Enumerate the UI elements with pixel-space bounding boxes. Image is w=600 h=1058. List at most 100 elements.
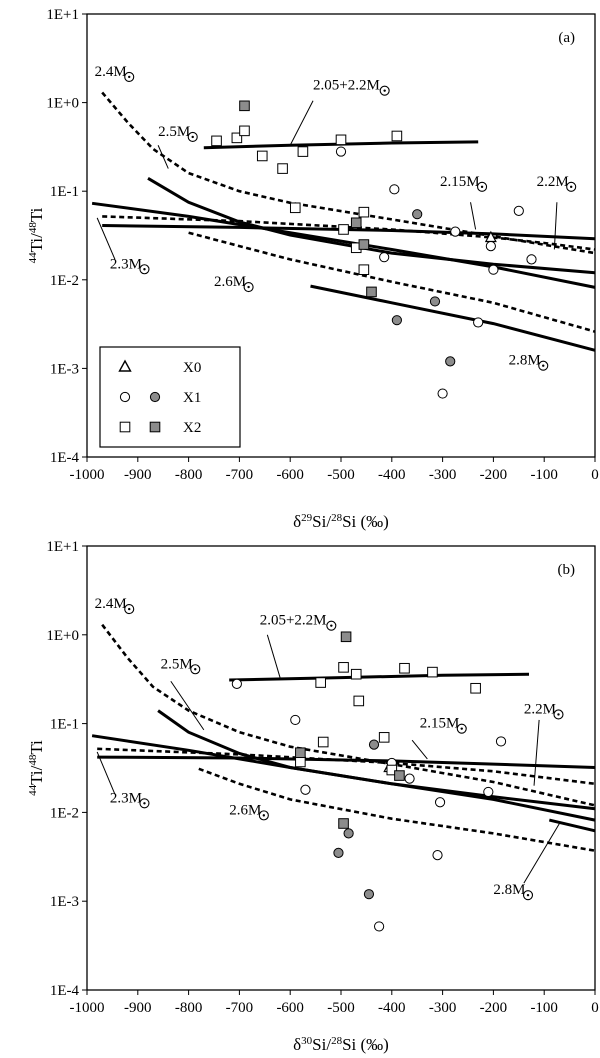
data-point-x1	[389, 184, 400, 195]
data-point-x2	[358, 264, 370, 276]
solar-mass-icon-dot	[128, 75, 131, 79]
data-point-x2	[338, 818, 349, 829]
data-point-x1	[483, 786, 494, 798]
solar-mass-icon-dot	[480, 185, 484, 189]
legend-marker-x2-open	[119, 421, 131, 433]
y-tick-label: 1E+0	[46, 96, 79, 112]
model-curve-2-6m	[198, 767, 596, 852]
x-tick-label: -100	[530, 1000, 558, 1016]
data-point-x2	[358, 206, 370, 218]
y-tick-label: 1E-3	[50, 361, 79, 377]
data-point-x1	[363, 889, 375, 900]
curve-label: 2.6M	[214, 274, 246, 290]
model-curve-2-3m	[91, 734, 596, 822]
leader-line	[470, 202, 477, 230]
data-point-x1	[343, 828, 354, 839]
data-point-x1	[429, 296, 441, 307]
data-point-x2	[378, 732, 390, 743]
data-point-x2	[231, 132, 243, 144]
curve-label: 2.3M	[110, 790, 142, 806]
solar-mass-icon-dot	[262, 814, 266, 817]
data-point-x2	[358, 239, 370, 250]
y-tick-label: 1E-1	[50, 717, 79, 733]
data-point-x2	[338, 224, 349, 235]
solar-mass-icon-dot	[143, 802, 146, 805]
x-tick-label: -300	[429, 467, 457, 483]
data-point-x1	[300, 784, 311, 795]
x-tick-label: -900	[124, 467, 152, 483]
leader-line	[289, 100, 314, 146]
data-point-x1	[495, 736, 507, 747]
x-tick-label: -700	[226, 467, 254, 483]
data-point-x1	[513, 205, 524, 216]
curve-label: 2.4M	[95, 596, 127, 612]
panel-b: -1000 -900 -800 -700 -600 -500 -400 -300 -200 -10…	[27, 539, 599, 1054]
y-tick-label: 1E-3	[50, 894, 79, 910]
solar-mass-icon-dot	[460, 727, 463, 730]
curve-label: 2.6M	[229, 802, 261, 818]
model-curve-2-05-2-2m	[229, 672, 530, 682]
model-curve-2-2m	[97, 747, 596, 786]
data-point-x1	[374, 921, 385, 932]
leader-line	[96, 217, 116, 260]
model-curve-2-8m	[310, 284, 596, 352]
data-point-x2	[350, 217, 362, 229]
data-point-x1	[485, 241, 496, 252]
data-point-x1	[333, 847, 344, 858]
curve-label: 2.15M	[420, 716, 460, 732]
data-point-x1	[526, 254, 537, 265]
data-point-x1	[231, 678, 242, 689]
solar-mass-icon-dot	[383, 89, 386, 92]
x-tick-label: -800	[175, 1000, 203, 1016]
panel-label: (a)	[558, 30, 575, 46]
y-tick-label: 1E-4	[50, 450, 80, 466]
model-curve-2-3m	[91, 201, 596, 289]
curve-label: 2.5M	[158, 124, 190, 140]
x-tick-label: -700	[226, 1000, 254, 1016]
solar-mass-icon-dot	[194, 668, 197, 671]
data-point-x1	[445, 356, 456, 367]
x-tick-label: -1000	[70, 1000, 105, 1016]
x-tick-label: -400	[378, 467, 406, 483]
model-curve-2-6m	[188, 231, 596, 333]
data-point-x1	[432, 850, 443, 861]
x-tick-label: -400	[378, 1000, 406, 1016]
data-point-x2	[317, 736, 329, 748]
curve-label: 2.2M	[524, 701, 556, 717]
curve-label: 2.4M	[95, 64, 127, 80]
data-point-x1	[404, 773, 415, 784]
curve-label: 2.8M	[493, 882, 525, 898]
data-point-x1	[473, 317, 484, 328]
data-point-x2	[386, 764, 398, 776]
x-axis-label: δ29Si/28Si (‰)	[293, 512, 389, 531]
x-tick-label: 0	[591, 1000, 599, 1016]
y-tick-label: 1E+1	[46, 7, 79, 23]
data-point-x2	[353, 695, 365, 707]
leader-line	[96, 751, 116, 795]
legend-marker-x1-filled	[149, 391, 161, 403]
data-point-x2	[297, 146, 309, 157]
curve-label: 2.2M	[537, 174, 569, 190]
solar-mass-icon-dot	[542, 364, 545, 367]
data-point-x1	[437, 388, 448, 399]
y-tick-label: 1E-4	[50, 983, 80, 999]
solar-mass-icon-dot	[143, 268, 146, 271]
x-tick-label: -200	[480, 467, 508, 483]
leader-line	[266, 634, 281, 678]
legend-marker-x1-open	[119, 391, 131, 403]
legend-label-x2: X2	[183, 420, 201, 436]
data-point-x2	[350, 668, 362, 680]
data-point-x2	[211, 135, 222, 147]
y-tick-label: 1E+0	[46, 628, 79, 644]
solar-mass-icon-dot	[128, 607, 131, 611]
data-point-x2	[391, 130, 403, 142]
x-axis-label: δ30Si/28Si (‰)	[293, 1035, 389, 1054]
legend: X0 X1 X2	[99, 346, 241, 448]
x-tick-label: -500	[327, 1000, 355, 1016]
data-point-x2	[239, 100, 250, 112]
curve-label: 2.8M	[509, 353, 541, 369]
panel-label: (b)	[558, 562, 576, 578]
legend-label-x1: X1	[183, 390, 201, 406]
legend-marker-x0	[118, 359, 132, 372]
x-tick-label: -300	[429, 1000, 457, 1016]
